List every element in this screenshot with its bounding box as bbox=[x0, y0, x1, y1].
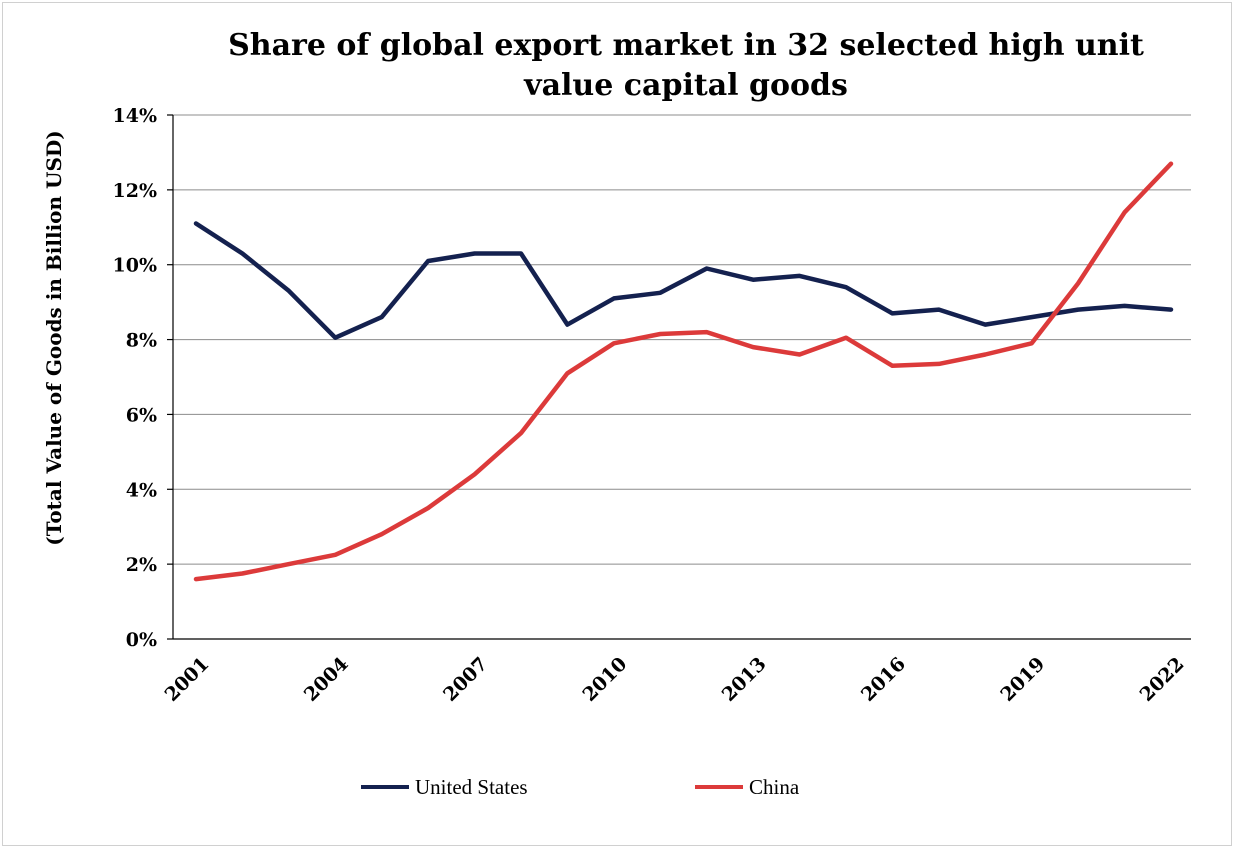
series-lines bbox=[193, 161, 1174, 582]
line-chart: Share of global export market in 32 sele… bbox=[42, 28, 1191, 799]
y-tick-label: 8% bbox=[126, 330, 157, 352]
x-tick-label: 2016 bbox=[857, 653, 910, 706]
legend-label-united-states: United States bbox=[415, 775, 528, 799]
y-tick-label: 0% bbox=[126, 629, 157, 651]
x-tick-label: 2001 bbox=[161, 653, 214, 706]
gridlines bbox=[173, 114, 1191, 565]
x-tick-label: 2019 bbox=[996, 653, 1049, 706]
y-axis-label: (Total Value of Goods in Billion USD) bbox=[42, 130, 66, 545]
x-tick-label: 2022 bbox=[1136, 653, 1189, 706]
y-tick-label: 4% bbox=[126, 479, 157, 501]
series-line-united-states bbox=[193, 221, 1174, 340]
y-tick-labels: 0% 2% 4% 6% 8% 10% 12% 14% bbox=[113, 105, 158, 651]
y-tick-label: 12% bbox=[113, 180, 158, 202]
x-tick-labels: 2001 2004 2007 2010 2013 2016 2019 2022 bbox=[161, 653, 1189, 706]
x-tick-label: 2010 bbox=[578, 653, 631, 706]
x-tick-label: 2004 bbox=[300, 653, 353, 706]
legend: United States China bbox=[361, 775, 800, 799]
x-tick-label: 2007 bbox=[439, 653, 492, 706]
x-tick-label: 2013 bbox=[718, 653, 771, 706]
y-tick-label: 14% bbox=[113, 105, 158, 127]
y-tick-label: 2% bbox=[126, 554, 157, 576]
axes bbox=[167, 114, 1191, 640]
series-line-china bbox=[193, 161, 1174, 582]
chart-title-line-2: value capital goods bbox=[523, 68, 848, 103]
y-tick-label: 10% bbox=[113, 255, 158, 277]
chart-title: Share of global export market in 32 sele… bbox=[228, 28, 1144, 103]
chart-title-line-1: Share of global export market in 32 sele… bbox=[228, 28, 1144, 63]
legend-label-china: China bbox=[749, 775, 800, 799]
y-tick-label: 6% bbox=[126, 404, 157, 426]
